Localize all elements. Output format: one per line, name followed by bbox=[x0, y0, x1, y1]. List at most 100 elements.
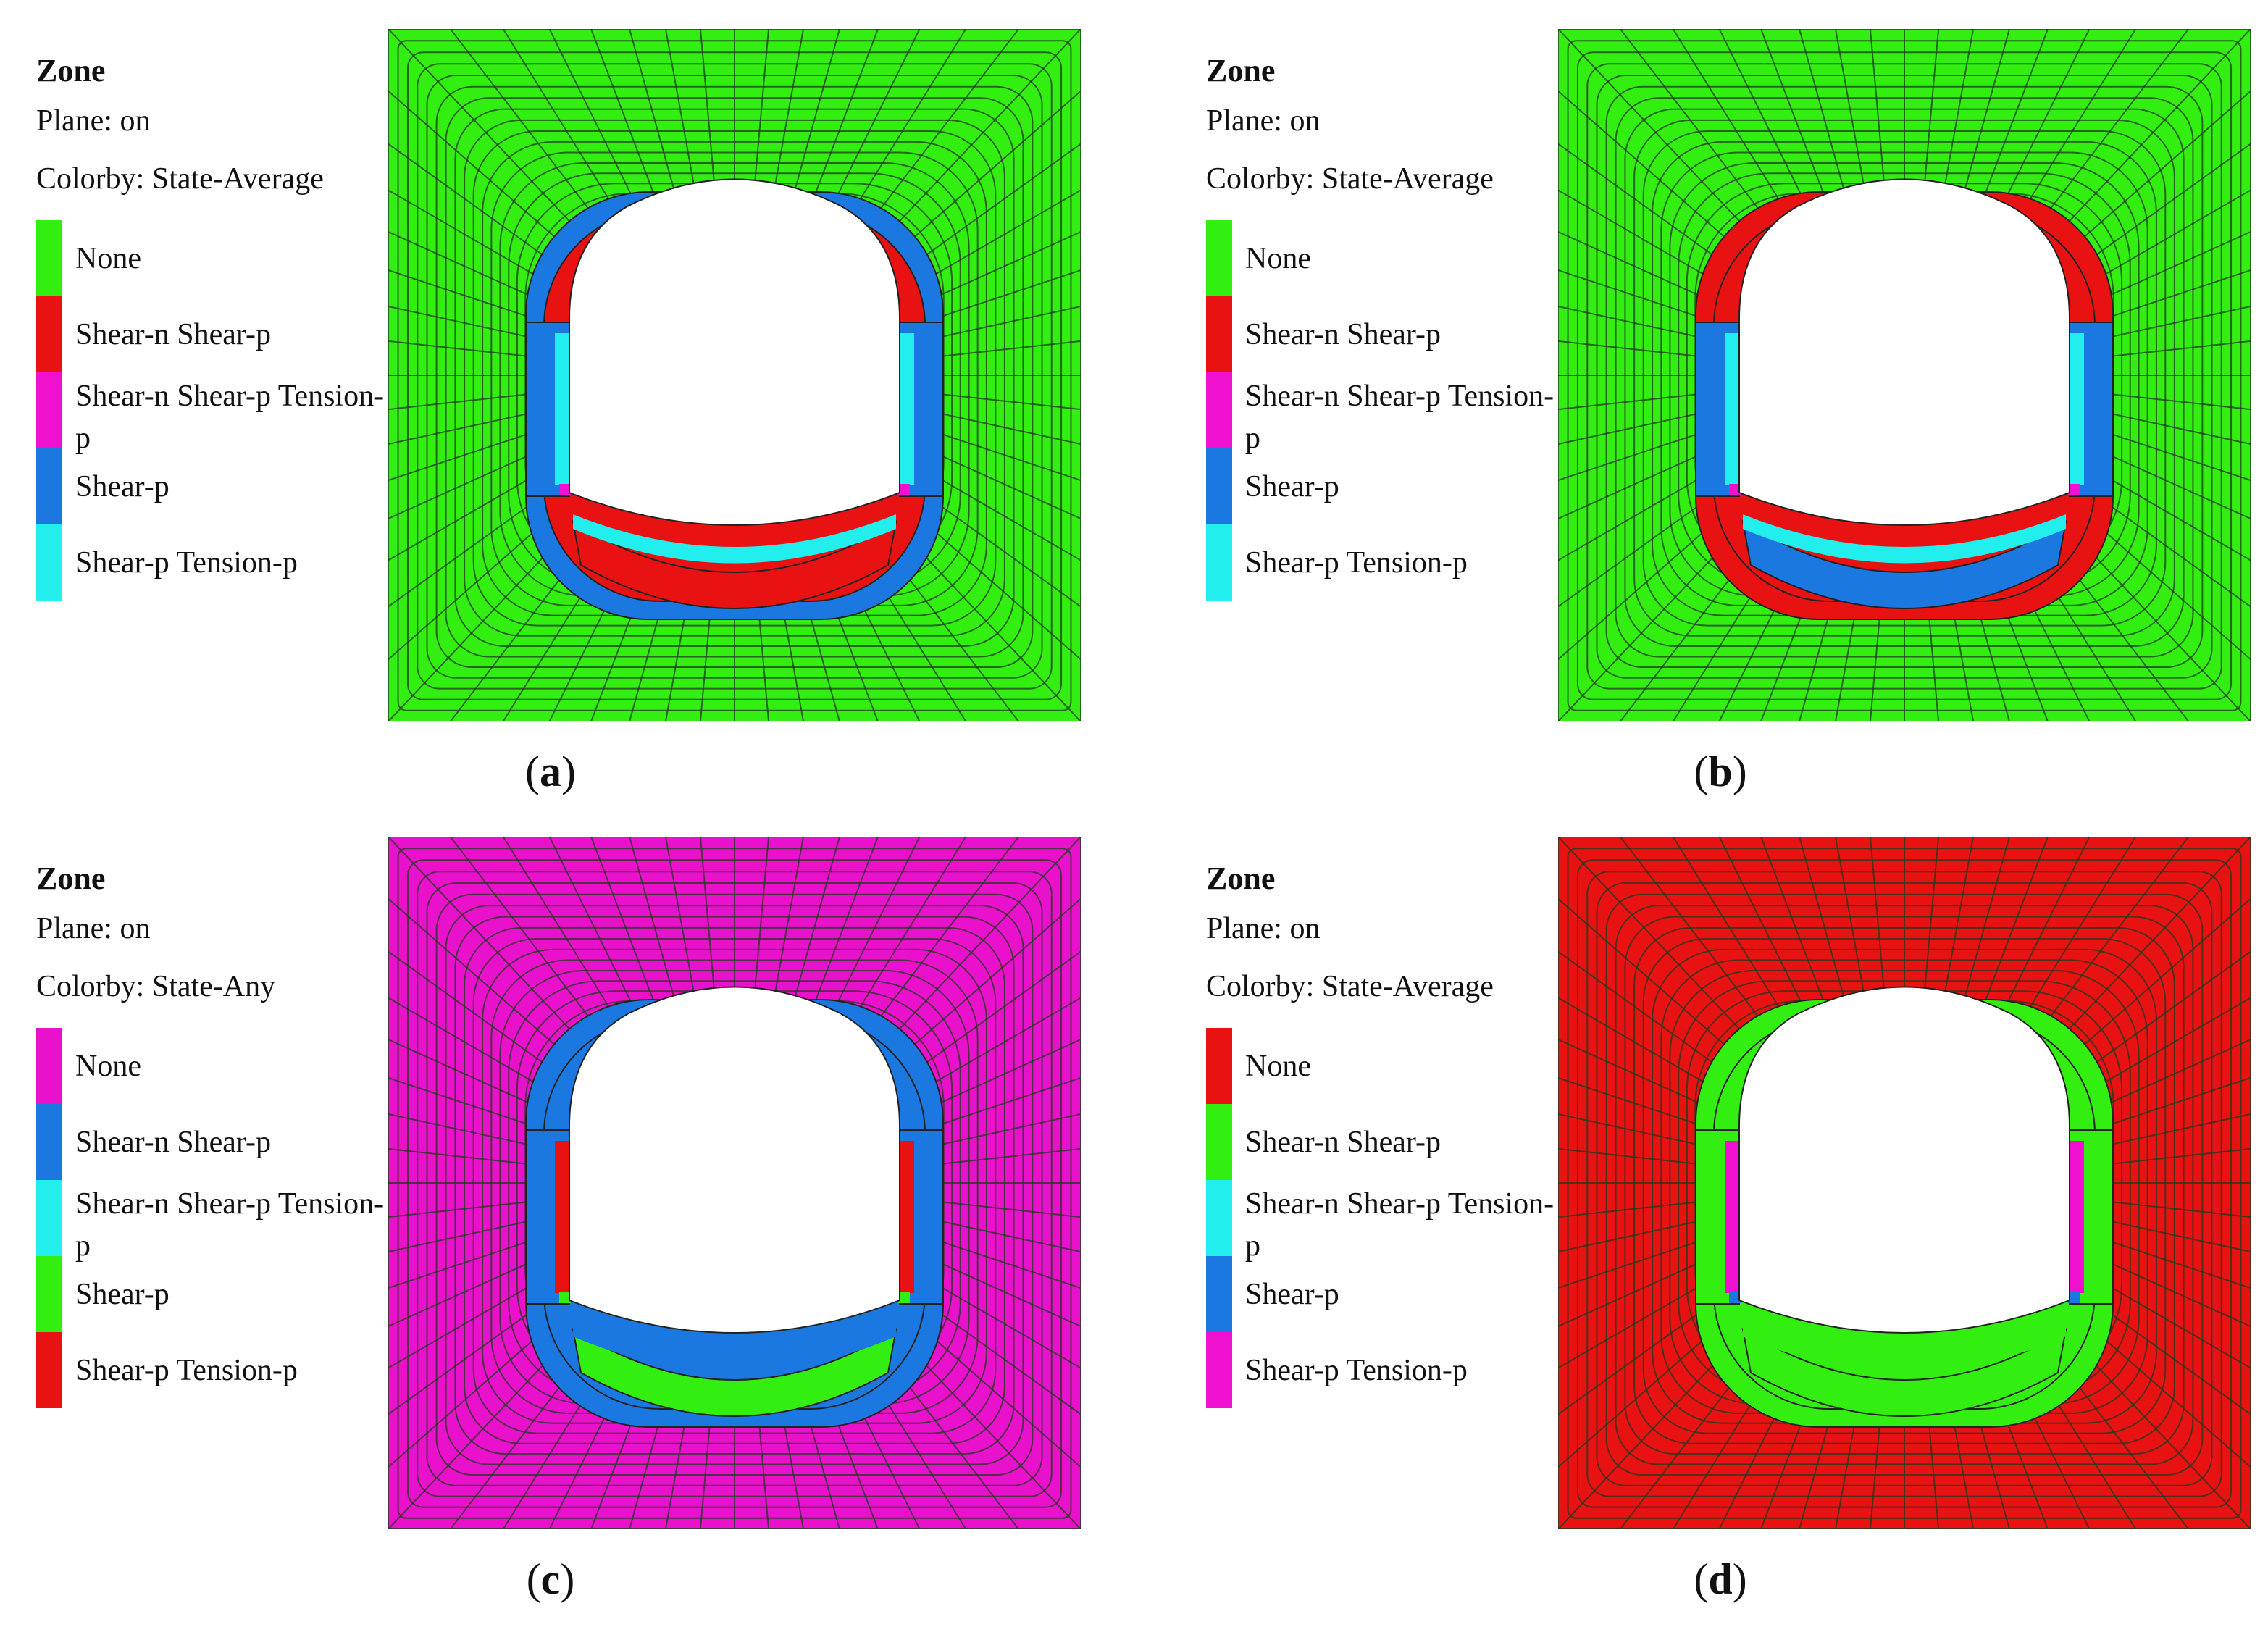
legend-item: Shear-p bbox=[1206, 448, 1561, 524]
legend-items: None Shear-n Shear-p Shear-n Shear-p Ten… bbox=[1206, 1028, 1561, 1408]
legend-swatch bbox=[1206, 372, 1232, 448]
legend-swatch bbox=[1206, 220, 1232, 296]
legend-swatch bbox=[1206, 1028, 1232, 1104]
legend: Zone Plane: on Colorby: State-Average No… bbox=[36, 51, 391, 601]
legend-label: Shear-p Tension-p bbox=[1245, 1354, 1468, 1387]
zone-left-wall-inner bbox=[555, 1141, 569, 1293]
legend-item: None bbox=[36, 220, 391, 296]
legend-label: Shear-p bbox=[75, 470, 170, 503]
legend-label: Shear-p Tension-p bbox=[75, 1354, 298, 1387]
legend-colorby: Colorby: State-Average bbox=[1206, 162, 1494, 196]
panel-caption: (b) bbox=[1694, 748, 1747, 795]
zone-mesh-plot bbox=[1558, 29, 2251, 721]
legend-swatch bbox=[36, 524, 62, 601]
legend-swatch bbox=[1206, 448, 1232, 524]
zone-floor-outer bbox=[572, 519, 897, 609]
legend: Zone Plane: on Colorby: State-Any None S… bbox=[36, 858, 391, 1408]
legend: Zone Plane: on Colorby: State-Average No… bbox=[1206, 51, 1561, 601]
zone-floor-outer bbox=[1741, 519, 2067, 609]
legend-swatch bbox=[36, 448, 62, 524]
legend-item: Shear-n Shear-p Tension-p bbox=[1206, 1180, 1561, 1263]
legend-label: Shear-n Shear-p Tension-p bbox=[75, 380, 385, 455]
legend-plane: Plane: on bbox=[1206, 912, 1321, 945]
legend-item: Shear-p Tension-p bbox=[36, 1332, 391, 1408]
legend-item: Shear-n Shear-p Tension-p bbox=[1206, 372, 1561, 455]
zone-right-wall-inner bbox=[2070, 1141, 2084, 1293]
legend-item: Shear-p bbox=[36, 448, 391, 524]
legend-label: Shear-p Tension-p bbox=[1245, 546, 1468, 580]
caption-letter: d bbox=[1708, 1555, 1733, 1603]
legend-swatch bbox=[36, 1028, 62, 1104]
panel-caption: (d) bbox=[1694, 1555, 1747, 1603]
legend-label: Shear-n Shear-p bbox=[1245, 1126, 1441, 1159]
legend-swatch bbox=[36, 1256, 62, 1332]
zone-accent-cell bbox=[898, 1292, 910, 1303]
zone-left-wall-inner bbox=[1725, 1141, 1739, 1293]
zone-floor-inner bbox=[573, 514, 896, 564]
zone-accent-cell bbox=[2068, 1292, 2080, 1303]
zone-mesh-plot bbox=[388, 837, 1081, 1529]
legend-title: Zone bbox=[1206, 861, 1276, 896]
legend-item: Shear-p bbox=[1206, 1256, 1561, 1332]
tunnel-opening bbox=[569, 178, 900, 526]
caption-letter: b bbox=[1708, 748, 1733, 795]
legend-label: None bbox=[1245, 1050, 1311, 1083]
legend-item: Shear-p bbox=[36, 1256, 391, 1332]
zone-left-wall-inner bbox=[555, 333, 569, 485]
zone-accent-cell bbox=[1729, 484, 1741, 495]
zone-right-wall-inner bbox=[900, 1141, 914, 1293]
caption-letter: c bbox=[540, 1555, 561, 1603]
legend-item: Shear-n Shear-p Tension-p bbox=[36, 1180, 391, 1263]
legend-label: Shear-p bbox=[75, 1278, 170, 1311]
legend-swatch bbox=[1206, 1256, 1232, 1332]
legend-label: Shear-n Shear-p Tension-p bbox=[1245, 380, 1554, 455]
legend-plane: Plane: on bbox=[36, 912, 151, 945]
zone-floor-inner bbox=[1743, 514, 2066, 564]
legend-swatch bbox=[36, 1180, 62, 1256]
legend-item: Shear-n Shear-p bbox=[36, 296, 391, 372]
legend-item: None bbox=[1206, 220, 1561, 296]
legend-plane: Plane: on bbox=[36, 104, 151, 138]
legend-label: Shear-n Shear-p bbox=[75, 1126, 272, 1159]
zone-accent-cell bbox=[559, 1292, 571, 1303]
zone-accent-cell bbox=[2068, 484, 2080, 495]
legend-item: Shear-n Shear-p bbox=[1206, 296, 1561, 372]
legend-colorby: Colorby: State-Average bbox=[1206, 970, 1494, 1003]
legend-title: Zone bbox=[36, 861, 106, 896]
zone-mesh-plot bbox=[1558, 837, 2251, 1529]
panel-caption: (a) bbox=[525, 748, 576, 795]
zone-accent-cell bbox=[898, 484, 910, 495]
legend-swatch bbox=[36, 296, 62, 372]
legend-title: Zone bbox=[36, 53, 106, 88]
legend-swatch bbox=[1206, 1104, 1232, 1180]
legend-label: Shear-p bbox=[1245, 1278, 1339, 1311]
legend-label: Shear-n Shear-p Tension-p bbox=[75, 1187, 385, 1263]
legend: Zone Plane: on Colorby: State-Average No… bbox=[1206, 858, 1561, 1408]
legend-colorby: Colorby: State-Average bbox=[36, 162, 324, 196]
legend-label: Shear-n Shear-p bbox=[1245, 318, 1441, 351]
legend-plane: Plane: on bbox=[1206, 104, 1321, 138]
legend-item: Shear-n Shear-p Tension-p bbox=[36, 372, 391, 455]
legend-swatch bbox=[36, 220, 62, 296]
legend-item: Shear-p Tension-p bbox=[36, 524, 391, 601]
legend-label: None bbox=[75, 242, 141, 275]
legend-label: Shear-p bbox=[1245, 470, 1339, 503]
legend-swatch bbox=[1206, 1332, 1232, 1408]
legend-item: None bbox=[1206, 1028, 1561, 1104]
zone-accent-cell bbox=[1729, 1292, 1741, 1303]
zone-left-wall-inner bbox=[1725, 333, 1739, 485]
legend-label: Shear-n Shear-p bbox=[75, 318, 272, 351]
legend-label: None bbox=[1245, 242, 1311, 275]
legend-swatch bbox=[36, 1104, 62, 1180]
legend-swatch bbox=[36, 372, 62, 448]
legend-label: Shear-n Shear-p Tension-p bbox=[1245, 1187, 1554, 1263]
zone-mesh-plot bbox=[388, 29, 1081, 721]
legend-title: Zone bbox=[1206, 53, 1276, 88]
zone-accent-cell bbox=[559, 484, 571, 495]
tunnel-opening bbox=[1738, 986, 2070, 1334]
legend-swatch bbox=[1206, 1180, 1232, 1256]
legend-items: None Shear-n Shear-p Shear-n Shear-p Ten… bbox=[1206, 220, 1561, 601]
legend-label: Shear-p Tension-p bbox=[75, 546, 298, 580]
caption-letter: a bbox=[540, 748, 561, 795]
panel-caption: (c) bbox=[526, 1555, 575, 1603]
